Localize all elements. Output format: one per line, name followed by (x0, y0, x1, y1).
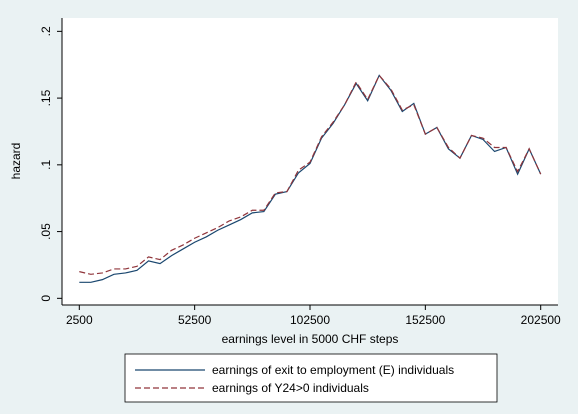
x-tick-label: 152500 (405, 313, 445, 327)
x-tick-label: 52500 (178, 313, 212, 327)
y-tick-label: .1 (39, 160, 53, 170)
x-tick-label: 2500 (66, 313, 93, 327)
y-tick-label: .2 (39, 26, 53, 36)
x-tick-label: 102500 (290, 313, 330, 327)
y-axis-label: hazard (9, 143, 23, 180)
y-tick-label: 0 (39, 295, 53, 302)
legend-label: earnings of Y24>0 individuals (212, 381, 369, 395)
legend (124, 353, 498, 403)
x-axis-label: earnings level in 5000 CHF steps (222, 332, 399, 346)
line-series (79, 74, 542, 275)
x-tick-label: 202500 (521, 313, 561, 327)
legend-label: earnings of exit to employment (E) indiv… (212, 363, 454, 377)
y-tick-label: .05 (39, 223, 53, 240)
y-tick-label: .15 (39, 89, 53, 106)
